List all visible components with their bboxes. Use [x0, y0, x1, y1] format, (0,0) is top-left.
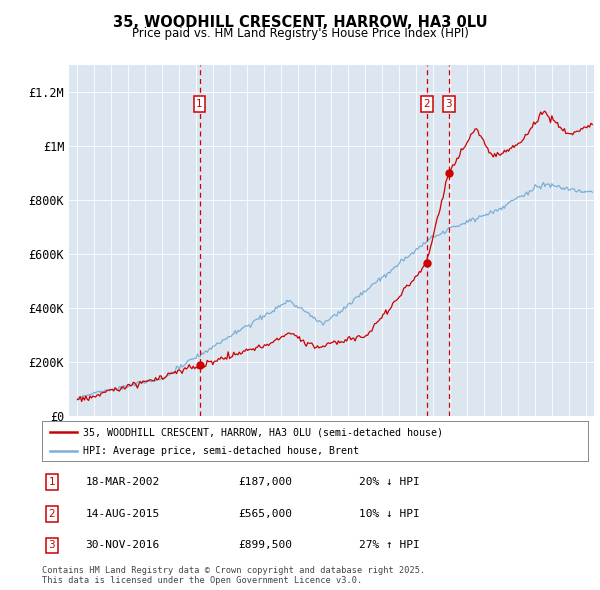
Text: 2: 2 — [49, 509, 55, 519]
Text: 18-MAR-2002: 18-MAR-2002 — [86, 477, 160, 487]
Text: £187,000: £187,000 — [239, 477, 293, 487]
Text: 20% ↓ HPI: 20% ↓ HPI — [359, 477, 419, 487]
Text: 35, WOODHILL CRESCENT, HARROW, HA3 0LU (semi-detached house): 35, WOODHILL CRESCENT, HARROW, HA3 0LU (… — [83, 427, 443, 437]
Text: 2: 2 — [424, 99, 430, 109]
Text: Contains HM Land Registry data © Crown copyright and database right 2025.
This d: Contains HM Land Registry data © Crown c… — [42, 566, 425, 585]
Text: 35, WOODHILL CRESCENT, HARROW, HA3 0LU: 35, WOODHILL CRESCENT, HARROW, HA3 0LU — [113, 15, 487, 30]
Text: 1: 1 — [49, 477, 55, 487]
Text: HPI: Average price, semi-detached house, Brent: HPI: Average price, semi-detached house,… — [83, 447, 359, 456]
Text: 3: 3 — [49, 540, 55, 550]
Text: 27% ↑ HPI: 27% ↑ HPI — [359, 540, 419, 550]
Text: 14-AUG-2015: 14-AUG-2015 — [86, 509, 160, 519]
Text: 1: 1 — [196, 99, 203, 109]
Text: 10% ↓ HPI: 10% ↓ HPI — [359, 509, 419, 519]
Text: Price paid vs. HM Land Registry's House Price Index (HPI): Price paid vs. HM Land Registry's House … — [131, 27, 469, 40]
Text: £565,000: £565,000 — [239, 509, 293, 519]
Text: £899,500: £899,500 — [239, 540, 293, 550]
Text: 30-NOV-2016: 30-NOV-2016 — [86, 540, 160, 550]
Text: 3: 3 — [445, 99, 452, 109]
